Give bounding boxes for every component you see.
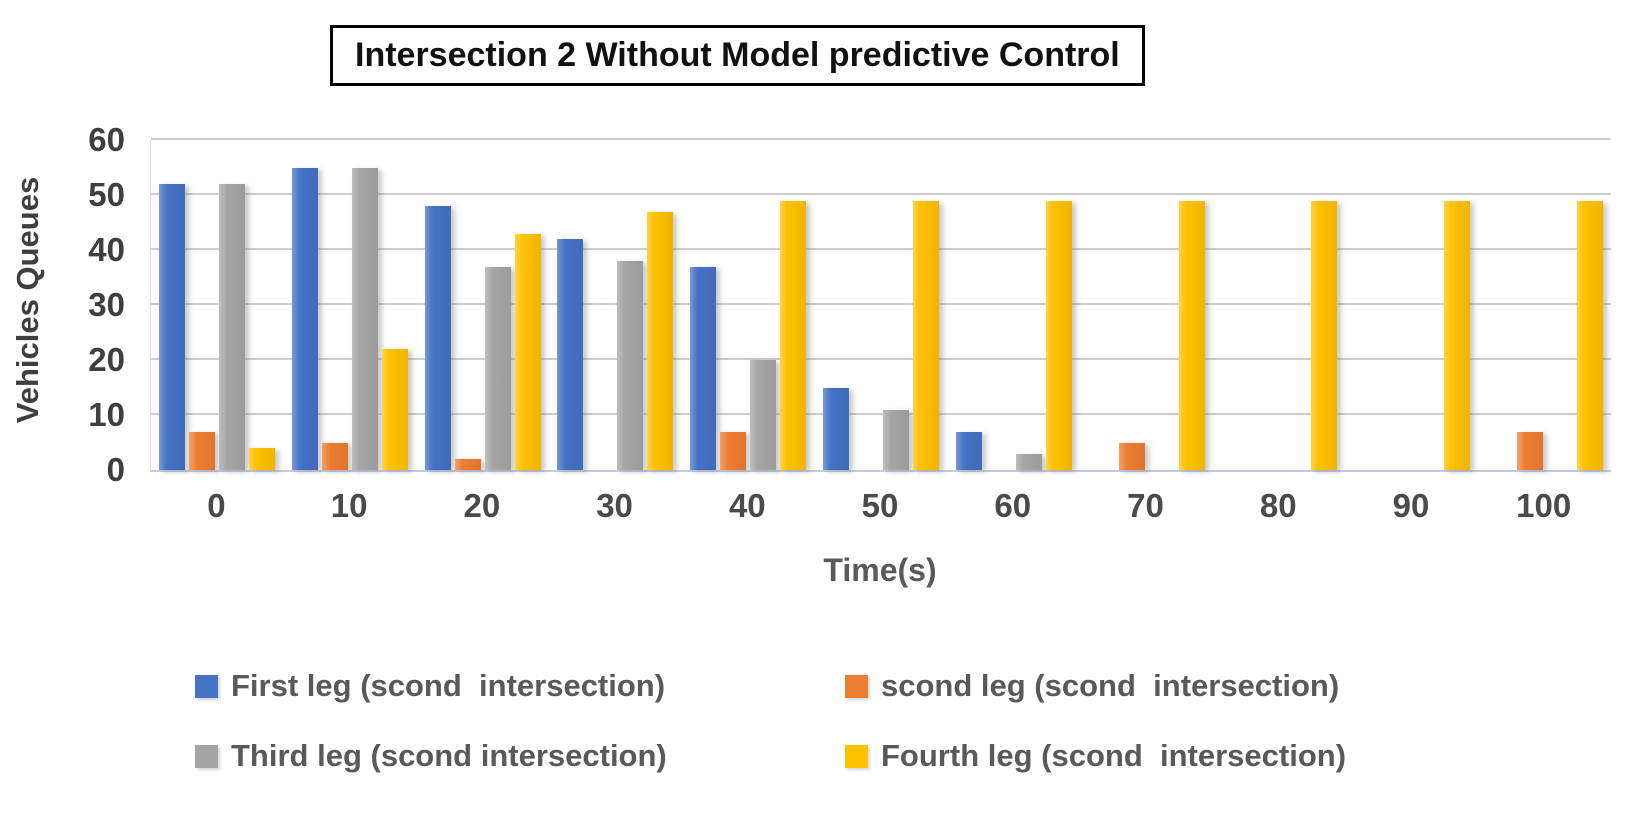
- x-tick-label: 20: [463, 487, 501, 524]
- bar-group-0: [159, 140, 275, 470]
- gridline: [151, 248, 1611, 250]
- x-tick-label: 90: [1392, 487, 1430, 524]
- x-tick-label: 40: [728, 487, 766, 524]
- y-tick-label: 60: [88, 121, 125, 158]
- bar: [1576, 200, 1603, 470]
- legend-item-first-leg: First leg (scond intersection): [195, 668, 845, 704]
- x-tick-label: 80: [1259, 487, 1297, 524]
- legend-label: First leg (scond intersection): [231, 668, 666, 703]
- bar-group-60: [955, 140, 1072, 470]
- gridline: [151, 193, 1611, 195]
- bar: [1015, 453, 1042, 470]
- bar-group-30: [557, 140, 674, 470]
- legend-swatch-yellow: [845, 744, 868, 768]
- x-axis-ticks: 0 10 20 30 40 50 60 70 80 90 100: [150, 487, 1610, 525]
- gridline: [151, 413, 1611, 415]
- bar-groups: [151, 140, 1611, 470]
- legend-item-fourth-leg: Fourth leg (scond intersection): [845, 738, 1495, 774]
- y-tick-label: 50: [88, 176, 125, 213]
- y-tick-label: 40: [88, 231, 125, 268]
- bar: [720, 431, 747, 470]
- legend-label: Third leg (scond intersection): [231, 738, 667, 773]
- x-tick-label: 50: [861, 487, 899, 524]
- legend-item-scond-leg: scond leg (scond intersection): [845, 668, 1495, 704]
- bar: [514, 233, 541, 470]
- bar: [912, 200, 939, 470]
- bar: [1045, 200, 1072, 470]
- y-axis-title: Vehicles Queues: [10, 176, 45, 424]
- bar-group-80: [1221, 140, 1338, 470]
- gridline: [151, 138, 1611, 140]
- bar: [1178, 200, 1205, 470]
- bar: [750, 360, 777, 470]
- y-tick-label: 10: [88, 396, 125, 433]
- x-tick-label: 0: [207, 487, 226, 524]
- x-tick-label: 60: [994, 487, 1032, 524]
- bar-group-90: [1354, 140, 1471, 470]
- bar: [381, 349, 408, 470]
- bar: [955, 431, 982, 470]
- bar: [291, 167, 318, 470]
- legend-label: Fourth leg (scond intersection): [881, 738, 1347, 773]
- bar: [484, 266, 511, 470]
- bar: [159, 184, 185, 470]
- bar: [617, 261, 644, 470]
- y-tick-label: 0: [106, 451, 125, 488]
- bar: [780, 200, 807, 470]
- bar-group-40: [690, 140, 807, 470]
- bar: [351, 167, 378, 470]
- legend-swatch-blue: [195, 674, 218, 698]
- legend-label: scond leg (scond intersection): [881, 668, 1340, 703]
- x-tick-label: 30: [596, 487, 633, 524]
- bar-group-100: [1487, 140, 1603, 470]
- bar-group-20: [424, 140, 541, 470]
- gridline: [151, 303, 1611, 305]
- bar-group-50: [822, 140, 939, 470]
- x-tick-label: 10: [330, 487, 368, 524]
- bar: [647, 211, 674, 470]
- bar: [189, 431, 215, 470]
- chart-title: Intersection 2 Without Model predictive …: [330, 25, 1145, 86]
- bar: [557, 239, 584, 470]
- legend-swatch-gray: [195, 744, 218, 768]
- bar: [690, 266, 717, 470]
- x-tick-label: 70: [1127, 487, 1164, 524]
- gridline: [151, 358, 1611, 360]
- bar: [219, 184, 245, 470]
- x-axis-title: Time(s): [823, 552, 937, 588]
- y-tick-label: 30: [88, 286, 125, 323]
- bar-group-10: [291, 140, 408, 470]
- legend: First leg (scond intersection) scond leg…: [195, 668, 1495, 774]
- bar: [1311, 200, 1338, 470]
- y-tick-label: 20: [88, 341, 125, 378]
- bar: [424, 206, 451, 470]
- bar: [1118, 442, 1145, 470]
- bar: [1444, 200, 1471, 470]
- bar: [454, 459, 481, 470]
- bar: [321, 442, 348, 470]
- bar: [822, 387, 849, 470]
- legend-swatch-orange: [845, 674, 868, 698]
- plot-area: [150, 138, 1611, 472]
- y-axis-ticks: 0 10 20 30 40 50 60: [55, 121, 135, 488]
- x-tick-label: 100: [1516, 487, 1572, 524]
- bar-group-70: [1089, 140, 1205, 470]
- bar: [249, 448, 275, 470]
- bar: [882, 409, 909, 470]
- chart-title-text: Intersection 2 Without Model predictive …: [355, 36, 1120, 74]
- legend-item-third-leg: Third leg (scond intersection): [195, 738, 845, 774]
- bar: [1516, 431, 1543, 470]
